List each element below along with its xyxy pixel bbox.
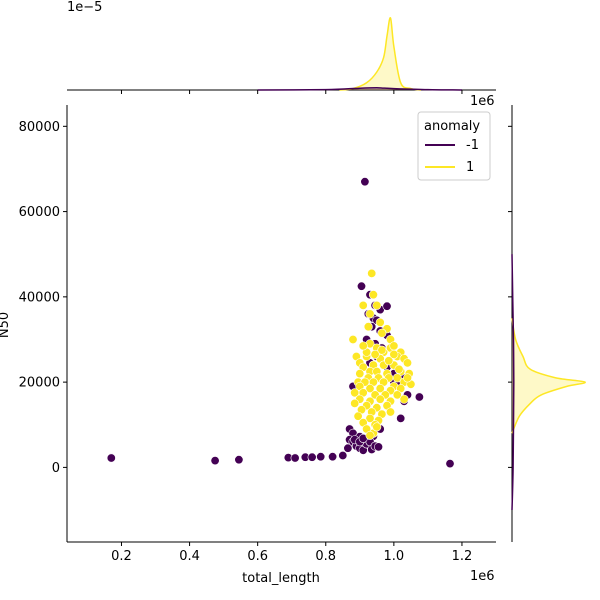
scatter-point-normal (375, 317, 385, 327)
scatter-point-normal (365, 430, 375, 440)
scatter-point-normal (365, 413, 375, 423)
scatter-point-normal (399, 394, 409, 404)
scatter-point-anomaly (316, 452, 326, 462)
scatter-point-normal (370, 349, 380, 359)
right-marginal-density (511, 105, 586, 542)
legend-title: anomaly (424, 119, 480, 134)
scatter-point-normal (355, 369, 365, 379)
y-tick-label: 60000 (19, 205, 60, 220)
x-tick-label: 0.2 (111, 549, 132, 564)
scatter-point-anomaly (373, 442, 383, 452)
scatter-point-normal (367, 268, 377, 278)
scatter-point-anomaly (382, 301, 392, 311)
top-density-offset-label: 1e−5 (67, 0, 102, 15)
top-marginal-density (67, 17, 496, 91)
y-tick-label: 40000 (19, 290, 60, 305)
scatter-point-normal (363, 322, 373, 332)
scatter-point-anomaly (106, 453, 116, 463)
scatter-point-normal (377, 345, 387, 355)
scatter-point-anomaly (360, 177, 370, 187)
x-tick-label: 0.8 (315, 549, 336, 564)
scatter-point-anomaly (343, 443, 353, 453)
top-kde-fill-normal (339, 17, 422, 90)
scatter-point-anomaly (234, 455, 244, 465)
scatter-point-anomaly (328, 452, 338, 462)
scatter-point-normal (372, 422, 382, 432)
scatter-point-normal (402, 373, 412, 383)
x-tick-label: 0.6 (247, 549, 268, 564)
x-tick-label: 0.4 (179, 549, 200, 564)
top-kde-line-normal (339, 17, 422, 91)
y-tick-label: 0 (52, 461, 60, 476)
scatter-point-normal (365, 309, 375, 319)
scatter-point-normal (348, 334, 358, 344)
scatter-point-normal (385, 407, 395, 417)
x-axis-ticks: 0.2 0.4 0.6 0.8 1.0 1.2 (111, 90, 472, 564)
y-offset-label: 1e6 (470, 94, 495, 109)
scatter-point-normal (353, 411, 363, 421)
scatter-point-normal (358, 300, 368, 310)
scatter-point-normal (392, 390, 402, 400)
scatter-point-normal (350, 398, 360, 408)
scatter-point-normal (392, 373, 402, 383)
scatter-point-normal (384, 356, 394, 366)
scatter-point-normal (368, 290, 378, 300)
y-axis-label: N50 (0, 312, 12, 338)
legend-label-pos1: 1 (466, 160, 474, 175)
scatter-point-normal (358, 341, 368, 351)
x-tick-label: 1.2 (452, 549, 473, 564)
scatter-plot-area (66, 105, 496, 543)
right-kde-line-anomaly (511, 254, 515, 511)
scatter-point-anomaly (414, 392, 424, 402)
scatter-point-anomaly (307, 452, 317, 462)
scatter-point-normal (389, 341, 399, 351)
top-kde-line-anomaly (257, 87, 463, 91)
scatter-point-normal (372, 300, 382, 310)
scatter-point-anomaly (290, 453, 300, 463)
y-axis-ticks: 0 20000 40000 60000 80000 (19, 120, 512, 476)
scatter-point-anomaly (356, 281, 366, 291)
legend-label-neg1: -1 (466, 138, 479, 153)
y-tick-label: 20000 (19, 376, 60, 391)
scatter-point-normal (375, 394, 385, 404)
scatter-point-normal (402, 358, 412, 368)
scatter-point-anomaly (338, 450, 348, 460)
y-tick-label: 80000 (19, 120, 60, 135)
right-kde-line-normal (511, 318, 586, 434)
scatter-point-normal (375, 383, 385, 393)
x-offset-label: 1e6 (470, 569, 495, 584)
scatter-point-normal (377, 328, 387, 338)
scatter-point-normal (389, 349, 399, 359)
right-kde-fill-normal (512, 318, 586, 434)
x-tick-label: 1.0 (384, 549, 405, 564)
x-axis-label: total_length (242, 571, 320, 586)
scatter-point-anomaly (445, 459, 455, 469)
scatter-point-normal (394, 364, 404, 374)
legend: anomaly -1 1 (417, 111, 491, 181)
scatter-point-anomaly (210, 456, 220, 466)
scatter-point-normal (365, 383, 375, 393)
scatter-point-anomaly (396, 413, 406, 423)
